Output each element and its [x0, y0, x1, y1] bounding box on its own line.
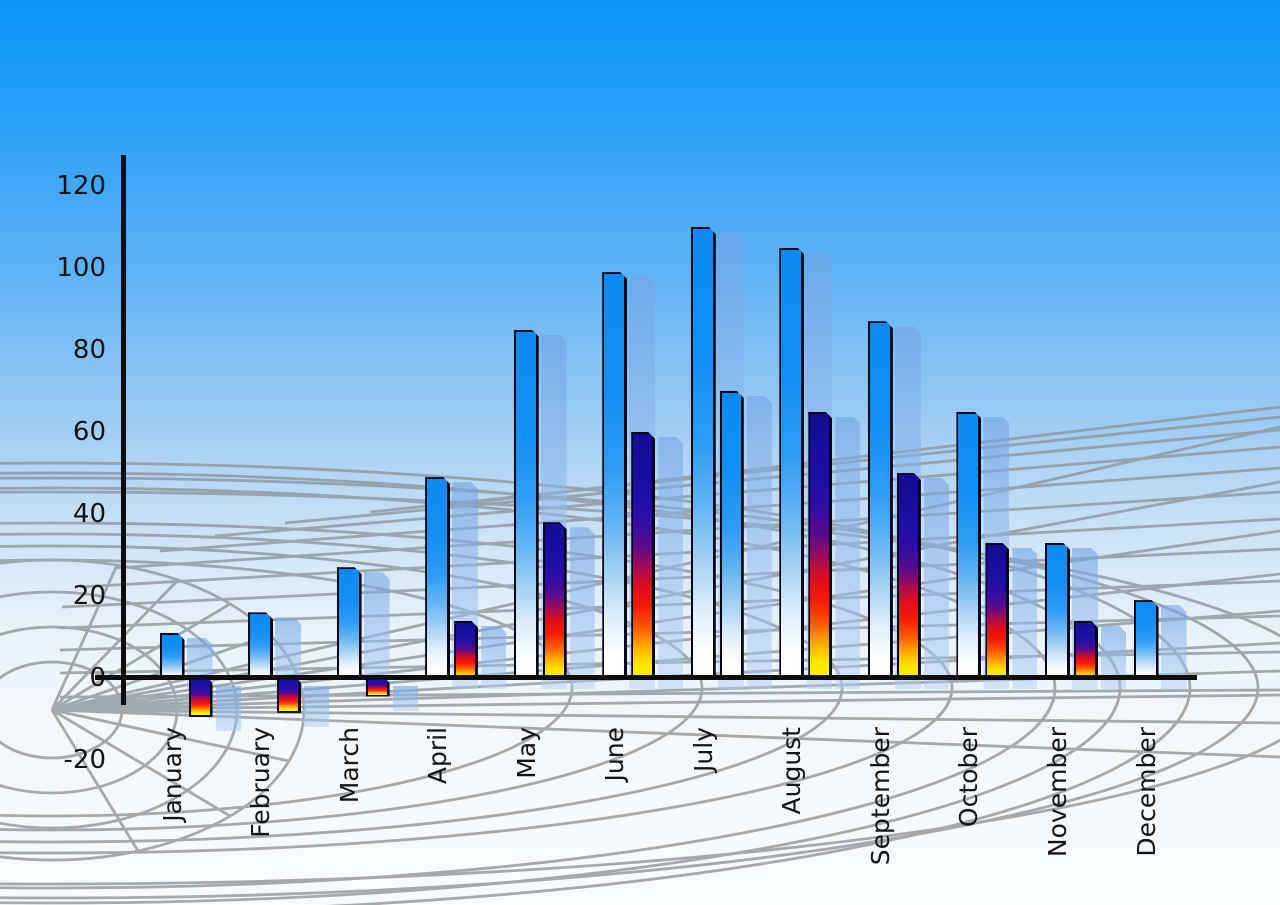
month-label-june: June — [600, 727, 630, 782]
month-label-september: September — [865, 727, 895, 866]
bar-main-december — [1134, 600, 1159, 680]
bar-main-june — [602, 272, 627, 680]
bar-main-august — [779, 248, 804, 681]
bar-secondary-shadow-february — [304, 686, 330, 727]
y-tick--20: -20 — [63, 745, 106, 775]
month-label-february: February — [246, 727, 276, 838]
bar-secondary-june — [631, 432, 655, 680]
bar-secondary-july — [720, 391, 744, 680]
y-tick-60: 60 — [72, 417, 106, 447]
y-tick-120: 120 — [56, 171, 106, 201]
bar-secondary-august — [808, 412, 832, 681]
y-tick-80: 80 — [72, 335, 106, 365]
bar-main-september — [868, 321, 893, 680]
month-label-october: October — [954, 727, 984, 828]
month-label-july: July — [688, 727, 718, 772]
bar-secondary-shadow-october — [1012, 548, 1037, 689]
bar-secondary-shadow-september — [924, 478, 949, 689]
bar-secondary-september — [897, 473, 921, 680]
bar-main-april — [425, 477, 450, 680]
bar-secondary-shadow-january — [215, 686, 241, 731]
bar-secondary-shadow-july — [747, 396, 772, 689]
y-axis-line — [121, 155, 126, 705]
month-label-november: November — [1043, 727, 1072, 858]
bar-main-shadow-march — [364, 572, 390, 689]
y-tick-0: 0 — [89, 663, 106, 693]
month-label-january: January — [157, 727, 187, 822]
month-label-april: April — [423, 727, 453, 785]
bar-secondary-november — [1074, 621, 1098, 680]
bar-secondary-february — [277, 676, 301, 713]
bar-secondary-may — [543, 522, 567, 680]
bar-secondary-shadow-may — [570, 527, 595, 689]
bar-main-february — [248, 612, 273, 680]
bar-secondary-shadow-march — [392, 686, 418, 711]
bar-main-november — [1045, 543, 1070, 680]
month-label-december: December — [1131, 727, 1161, 857]
bar-main-march — [337, 567, 362, 680]
bar-main-may — [514, 330, 539, 681]
y-tick-40: 40 — [72, 499, 106, 529]
bar-secondary-october — [985, 543, 1009, 680]
x-axis-line — [95, 675, 1197, 680]
month-label-march: March — [334, 727, 364, 804]
bar-secondary-shadow-august — [835, 417, 860, 690]
bar-main-july — [691, 227, 716, 680]
month-label-may: May — [511, 727, 541, 779]
bar-secondary-shadow-june — [658, 437, 683, 689]
month-label-august: August — [777, 727, 807, 815]
floor-arcs-mid — [0, 461, 1280, 905]
bar-main-october — [956, 412, 981, 681]
bar-secondary-april — [454, 621, 478, 680]
y-tick-100: 100 — [56, 253, 106, 283]
y-tick-20: 20 — [72, 581, 106, 611]
bar-main-january — [160, 633, 185, 680]
